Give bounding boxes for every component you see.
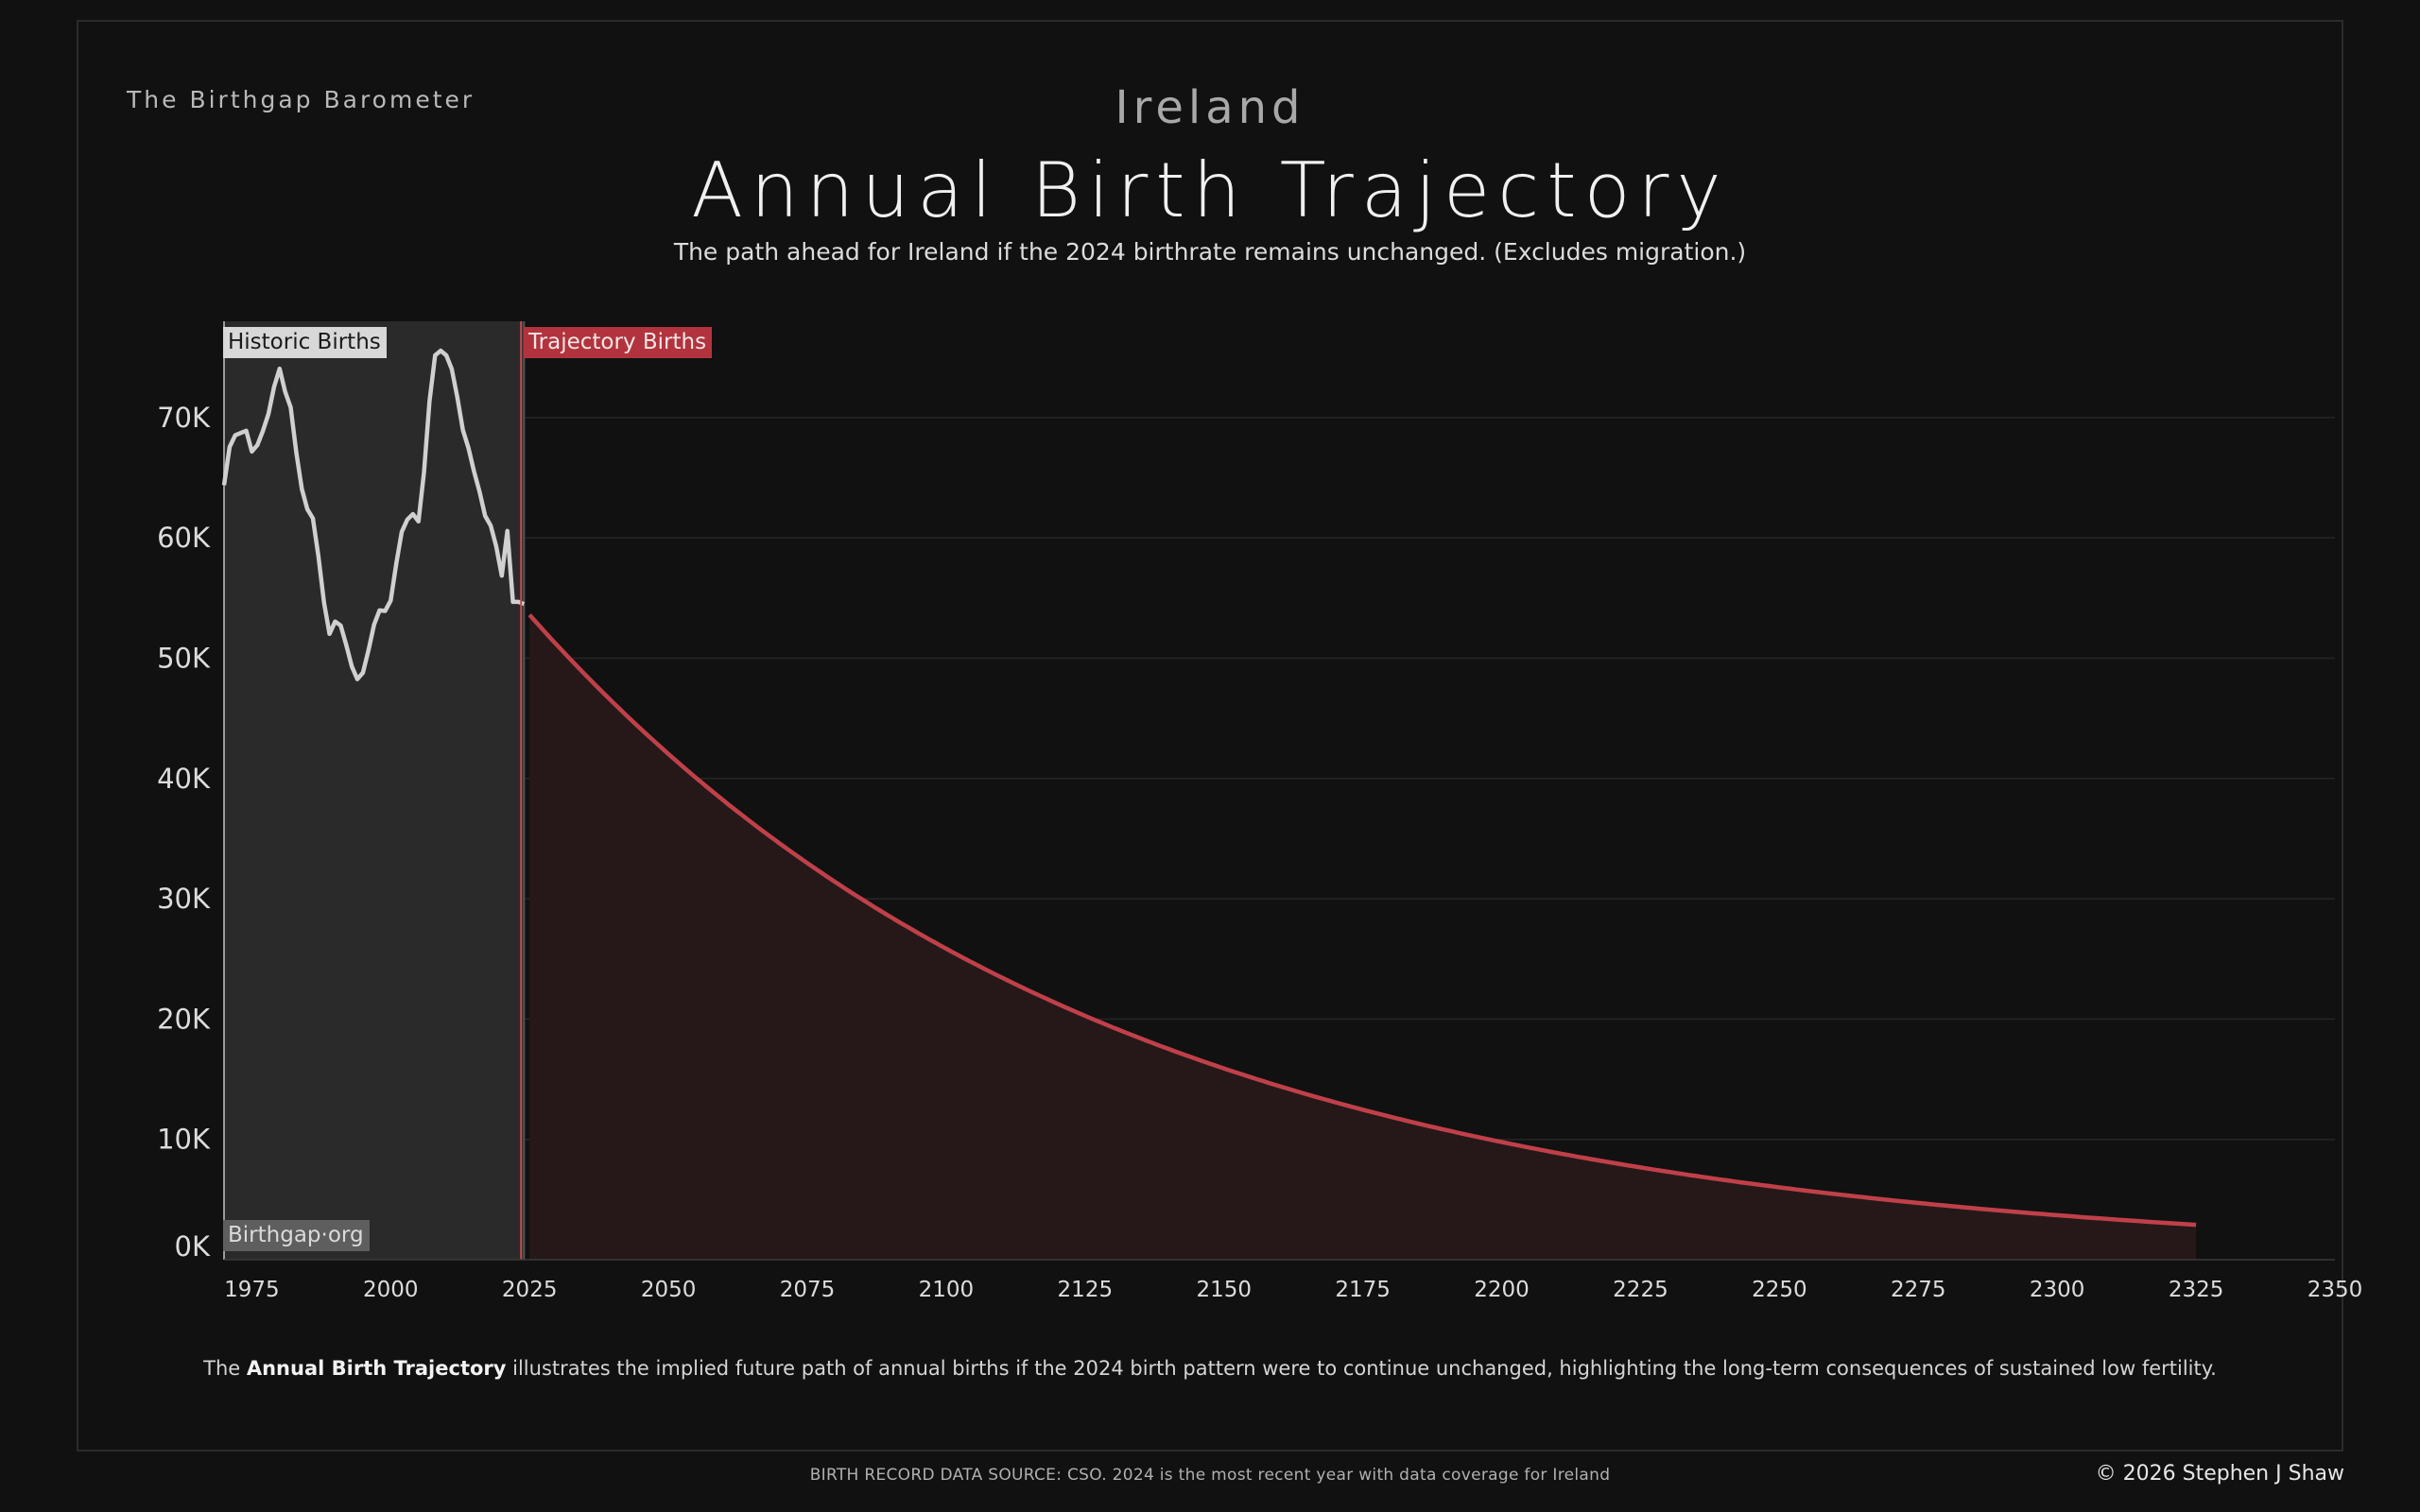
trajectory-area [529, 614, 2197, 1260]
x-tick-label-2050: 2050 [641, 1278, 697, 1302]
x-tick-label-2175: 2175 [1335, 1278, 1391, 1302]
copyright: © 2026 Stephen J Shaw [2095, 1462, 2344, 1486]
x-tick-label-2325: 2325 [2169, 1278, 2224, 1302]
data-source-note: BIRTH RECORD DATA SOURCE: CSO. 2024 is t… [809, 1466, 1611, 1485]
page-title: Annual Birth Trajectory [691, 146, 1729, 234]
y-tick-label-30k: 30K [157, 883, 211, 915]
trajectory-births-label: Trajectory Births [524, 327, 713, 359]
x-tick-label-2250: 2250 [1752, 1278, 1807, 1302]
trajectory-births-line [527, 613, 2197, 1228]
dashboard-frame [77, 20, 2343, 1452]
x-tick-label-2150: 2150 [1196, 1278, 1252, 1302]
historic-births-label: Historic Births [223, 327, 387, 359]
country-label: Ireland [1115, 81, 1305, 134]
y-tick-label-0k: 0K [175, 1230, 211, 1263]
note-bold: Annual Birth Trajectory [246, 1357, 507, 1380]
x-tick-label-2225: 2225 [1613, 1278, 1668, 1302]
x-tick-label-2000: 2000 [363, 1278, 419, 1302]
site-watermark: Birthgap·org [223, 1220, 370, 1252]
historic-births-line [221, 348, 526, 681]
explanatory-note: The Annual Birth Trajectory illustrates … [0, 1357, 2420, 1380]
note-suffix: illustrates the implied future path of a… [506, 1357, 2217, 1380]
x-tick-label-2300: 2300 [2030, 1278, 2085, 1302]
y-tick-label-60k: 60K [157, 522, 211, 554]
x-tick-label-2275: 2275 [1891, 1278, 1946, 1302]
y-tick-label-70k: 70K [157, 402, 211, 434]
historic-band [224, 321, 525, 1260]
brand-label: The Birthgap Barometer [127, 86, 475, 113]
chart-subtitle: The path ahead for Ireland if the 2024 b… [673, 238, 1747, 266]
x-tick-label-2350: 2350 [2308, 1278, 2363, 1302]
x-tick-label-2075: 2075 [780, 1278, 836, 1302]
y-tick-label-50k: 50K [157, 642, 211, 674]
x-tick-label-2025: 2025 [502, 1278, 558, 1302]
x-tick-label-2125: 2125 [1058, 1278, 1114, 1302]
note-prefix: The [203, 1357, 247, 1380]
x-tick-label-2200: 2200 [1474, 1278, 1530, 1302]
x-tick-label-1975: 1975 [224, 1278, 280, 1302]
y-tick-label-20k: 20K [157, 1003, 211, 1035]
y-tick-label-10k: 10K [157, 1124, 211, 1156]
y-tick-label-40k: 40K [157, 763, 211, 795]
x-tick-label-2100: 2100 [919, 1278, 975, 1302]
